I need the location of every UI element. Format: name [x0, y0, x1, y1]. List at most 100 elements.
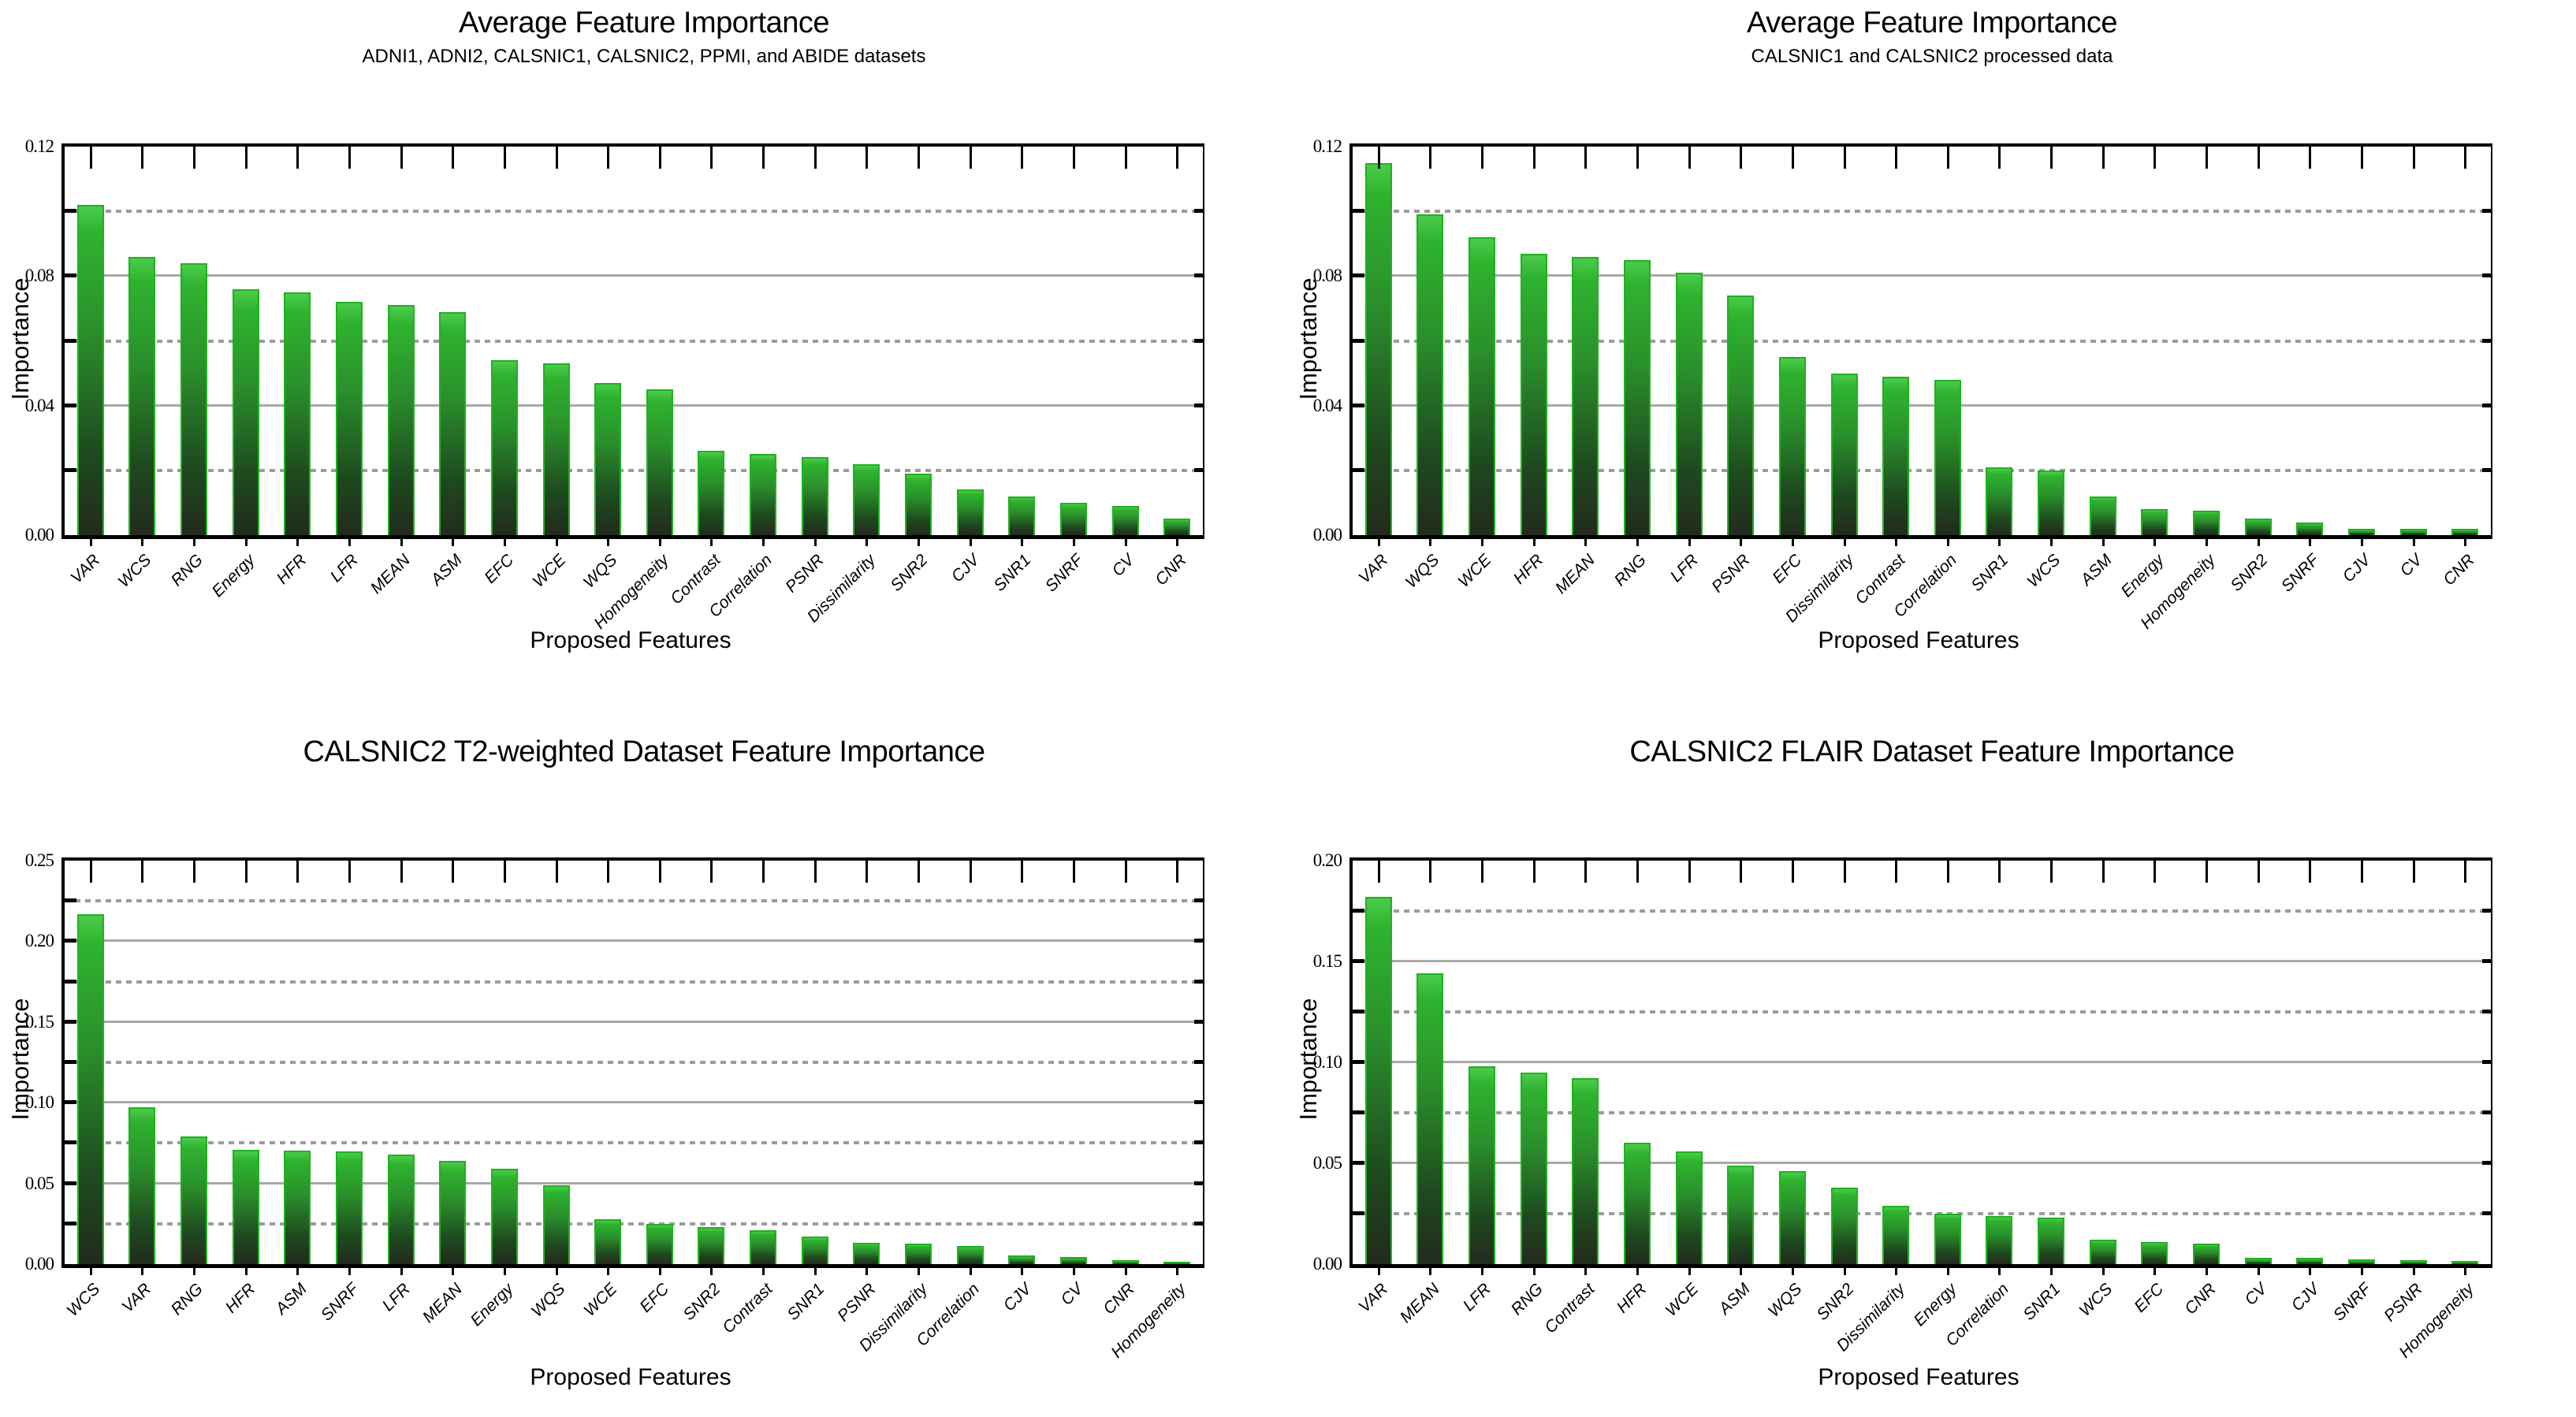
x-axis-tick-bottom: [2153, 1268, 2157, 1275]
bar-CJV: [2347, 528, 2375, 535]
y-axis-tick: [1194, 1060, 1203, 1064]
bar-CV: [1059, 1256, 1087, 1264]
x-axis-tick-top: [2153, 861, 2157, 883]
x-tick-label: MEAN: [367, 551, 414, 598]
x-tick-label: VAR: [118, 1280, 155, 1316]
bar-SNR2: [905, 473, 932, 535]
x-axis-tick-bottom: [296, 539, 300, 546]
x-axis-tick-bottom: [607, 539, 610, 546]
x-tick-label: SNRF: [317, 1280, 363, 1325]
x-axis-tick-bottom: [1843, 539, 1846, 546]
y-tick-label: 0.20: [24, 931, 54, 951]
x-axis-tick-top: [1072, 861, 1075, 883]
gridline-solid: [1353, 274, 2491, 277]
x-axis-tick-bottom: [1636, 539, 1639, 546]
x-axis-tick-bottom: [1584, 1268, 1588, 1275]
x-tick-label: RNG: [1507, 1280, 1547, 1319]
y-axis-tick: [1194, 338, 1203, 343]
y-axis-tick: [2482, 1110, 2491, 1114]
y-tick-label: 0.15: [24, 1011, 54, 1032]
bar-Energy: [232, 288, 259, 535]
x-axis-tick-top: [2360, 147, 2363, 169]
y-tick-label: 0.10: [24, 1092, 54, 1113]
x-axis-tick-top: [296, 861, 300, 883]
x-axis-tick-bottom: [865, 539, 869, 546]
x-tick-label: EFC: [481, 551, 518, 587]
x-axis-tick-bottom: [400, 539, 403, 546]
x-axis-tick-top: [2101, 861, 2105, 883]
x-tick-label: PSNR: [2381, 1280, 2426, 1326]
x-axis-tick-bottom: [503, 1268, 506, 1275]
gridline-solid: [1353, 1061, 2491, 1063]
y-axis-tick: [1353, 209, 1364, 214]
y-axis-tick: [2482, 1010, 2491, 1013]
x-axis-tick-bottom: [400, 1268, 403, 1275]
x-axis-tick-top: [1636, 861, 1639, 883]
bar-WCS: [128, 256, 156, 535]
y-axis-tick: [2482, 1060, 2491, 1064]
x-axis-tick-bottom: [969, 1268, 972, 1275]
x-tick-label: LFR: [378, 1280, 414, 1315]
y-axis-label: Importance: [6, 277, 34, 400]
x-axis-tick-top: [1176, 861, 1179, 883]
bar-LFR: [1675, 273, 1703, 535]
x-axis-tick-bottom: [813, 1268, 817, 1275]
y-tick-label: 0.12: [24, 136, 54, 156]
bar-Contrast: [750, 1230, 777, 1264]
bar-Correlation: [1934, 379, 1961, 535]
bar-VAR: [76, 204, 104, 535]
x-axis-tick-top: [1377, 861, 1380, 883]
x-axis-tick-bottom: [1998, 539, 2001, 546]
x-tick-label: EFC: [2131, 1280, 2168, 1316]
x-axis-tick-bottom: [1532, 539, 1536, 546]
x-axis-tick-bottom: [1072, 1268, 1075, 1275]
x-axis-tick-bottom: [918, 1268, 920, 1275]
x-axis-tick-bottom: [2257, 539, 2260, 546]
y-tick-label: 0.08: [24, 266, 54, 286]
bar-Dissimilarity: [905, 1244, 932, 1264]
y-axis-tick: [1353, 1060, 1364, 1064]
bar-Homogeneity: [2193, 510, 2220, 535]
x-tick-label: CNR: [2439, 551, 2478, 589]
x-axis-tick-bottom: [658, 1268, 661, 1275]
gridline-dashed: [65, 1141, 1203, 1145]
bar-CNR: [2451, 528, 2479, 535]
x-axis-tick-top: [141, 861, 144, 883]
bar-HFR: [1624, 1143, 1651, 1264]
chart-average-all-datasets: Average Feature Importance ADNI1, ADNI2,…: [0, 0, 1288, 708]
gridline-dashed: [1353, 210, 2491, 214]
x-tick-label: Energy: [2117, 551, 2168, 601]
x-axis-tick-bottom: [1895, 1268, 1898, 1275]
y-axis-tick: [1353, 1010, 1364, 1013]
x-axis-tick-bottom: [658, 539, 661, 546]
x-axis-tick-bottom: [710, 1268, 713, 1275]
x-axis-tick-bottom: [1998, 1268, 2001, 1275]
x-axis-tick-bottom: [2412, 539, 2415, 546]
plot-area: 0.00 0.05 0.10 0.15 0.20 VAR MEAN LFR RNG Contras…: [1313, 850, 2492, 1362]
y-axis-tick: [1353, 959, 1364, 963]
x-tick-label: SNR1: [2019, 1280, 2064, 1324]
bar-CV: [1111, 506, 1139, 535]
x-axis-tick-bottom: [1481, 539, 1484, 546]
bar-PSNR: [801, 457, 828, 535]
x-tick-label: Contrast: [1541, 1280, 1599, 1337]
x-axis-tick-bottom: [89, 539, 92, 546]
gridline-dashed: [65, 339, 1203, 343]
bar-SNR1: [1008, 496, 1036, 535]
y-tick-label: 0.12: [1312, 136, 1342, 156]
x-axis-tick-top: [400, 861, 403, 883]
x-axis-tick-bottom: [918, 539, 920, 546]
y-axis-tick: [1194, 939, 1203, 943]
y-axis-tick: [1194, 273, 1203, 278]
y-axis-tick: [65, 403, 76, 407]
gridline-solid: [1353, 1162, 2491, 1164]
x-tick-label: VAR: [1355, 1280, 1392, 1316]
bar-Correlation: [956, 1246, 984, 1264]
y-tick-label: 0.00: [24, 1254, 54, 1274]
x-axis-tick-top: [1740, 861, 1743, 883]
bar-WQS: [594, 382, 622, 535]
gridline-dashed: [1353, 339, 2491, 343]
x-axis-label: Proposed Features: [1818, 627, 2019, 653]
bar-SNR2: [698, 1226, 725, 1264]
x-axis-tick-bottom: [813, 539, 817, 546]
